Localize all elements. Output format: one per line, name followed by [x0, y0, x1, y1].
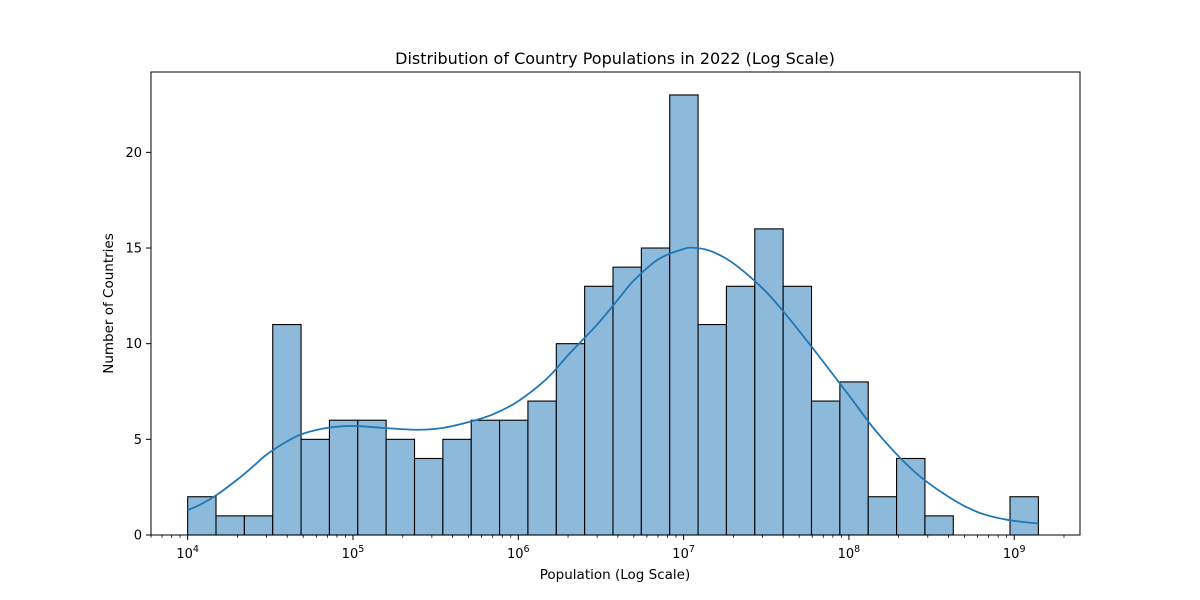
histogram-bar: [470, 419, 501, 536]
y-tick-label: 0: [134, 529, 142, 544]
axes-frame: [150, 71, 1081, 536]
x-axis-label: Population (Log Scale): [540, 567, 690, 583]
axes-layer: 0 5 10 15 20 104 105 106 107 108 109: [125, 71, 1081, 562]
kde-layer: [187, 246, 1039, 525]
histogram-bar: [385, 438, 416, 536]
histogram-bar: [697, 323, 727, 536]
histogram-bar: [810, 400, 841, 536]
histogram-bar: [328, 419, 359, 536]
histogram-bar: [272, 323, 302, 536]
histogram-bar: [584, 285, 614, 536]
x-tick-label: 107: [672, 544, 695, 562]
histogram-bar: [839, 381, 869, 536]
histogram-bar: [924, 515, 954, 536]
histogram-bar: [413, 457, 444, 536]
x-tick-label: 108: [838, 544, 861, 562]
chart-title: Distribution of Country Populations in 2…: [395, 49, 835, 68]
histogram-bar: [555, 343, 586, 536]
y-axis-label: Number of Countries: [101, 233, 117, 374]
y-tick-label: 10: [125, 337, 142, 352]
x-tick-label: 105: [342, 544, 365, 562]
y-tick-label: 15: [125, 242, 142, 257]
histogram-bar: [527, 400, 557, 536]
histogram-bar: [357, 419, 387, 536]
histogram-bar: [499, 419, 529, 536]
histogram-bar: [612, 266, 642, 536]
histogram-bar: [215, 515, 245, 536]
histogram-bar: [187, 496, 217, 536]
histogram-bar: [300, 438, 330, 536]
histogram-bar: [754, 228, 784, 536]
histogram-bar: [867, 496, 898, 536]
kde-density-line: [187, 246, 1039, 525]
x-tick-label: 104: [176, 544, 199, 562]
histogram-bar: [669, 94, 699, 536]
histogram-bar: [725, 285, 756, 536]
y-tick-label: 20: [125, 146, 142, 161]
y-tick-label: 5: [134, 433, 142, 448]
histogram-bar: [896, 457, 926, 536]
histogram-bar: [640, 247, 671, 536]
x-tick-label: 109: [1003, 544, 1026, 562]
x-tick-label: 106: [507, 544, 530, 562]
bars-layer: [187, 94, 1039, 536]
histogram-bar: [442, 438, 472, 536]
histogram-bar: [1009, 496, 1039, 536]
histogram-bar: [782, 285, 813, 536]
histogram-bar: [243, 515, 274, 536]
